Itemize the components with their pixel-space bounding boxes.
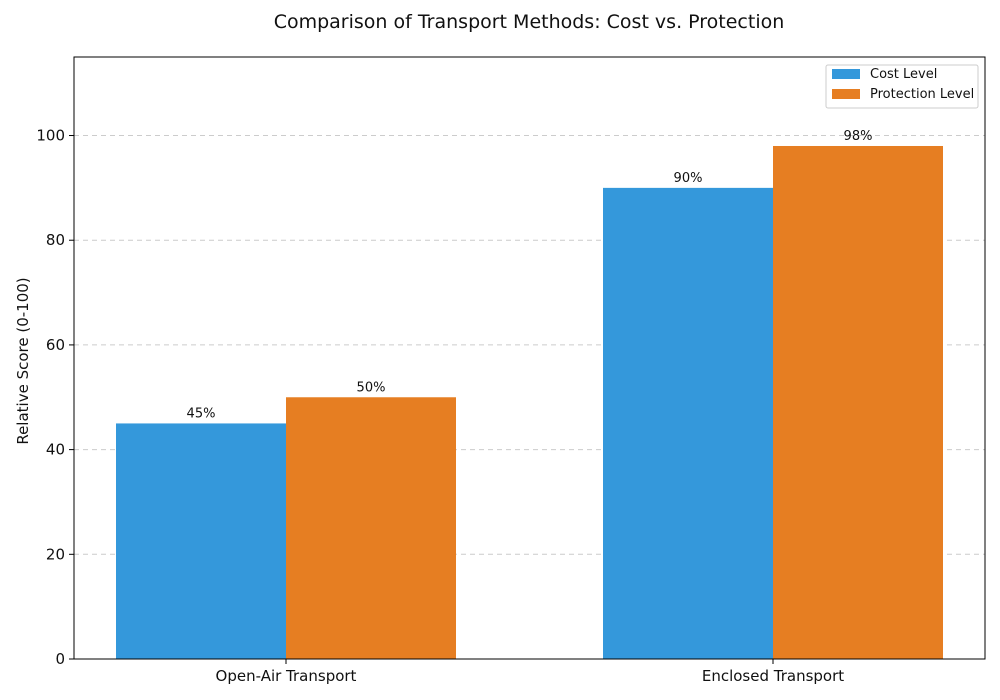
chart-title: Comparison of Transport Methods: Cost vs… [274, 11, 785, 33]
y-tick-label: 0 [55, 650, 65, 668]
x-tick-label: Open-Air Transport [216, 667, 357, 685]
bars [116, 145, 943, 659]
x-tick-label: Enclosed Transport [702, 667, 844, 685]
bar [286, 397, 456, 659]
bar [116, 423, 286, 659]
data-labels: 45% 90% 50% 98% [187, 129, 873, 421]
bar-data-label: 98% [844, 129, 873, 144]
y-tick-label: 40 [46, 441, 65, 459]
axes: 0 20 40 60 80 100 Open-Air Transport Enclosed T… [36, 127, 844, 685]
legend-box [825, 64, 979, 109]
bar-data-label: 50% [357, 380, 386, 395]
legend-label: Protection Level [870, 87, 974, 102]
y-tick-label: 100 [36, 127, 65, 145]
plot-frame [73, 56, 986, 660]
bar-data-label: 45% [187, 406, 216, 421]
bar-data-label: 90% [674, 171, 703, 186]
legend-label: Cost Level [870, 67, 937, 82]
y-tick-label: 80 [46, 231, 65, 249]
legend-swatch [832, 69, 860, 79]
bar [603, 187, 773, 659]
bar [773, 145, 943, 659]
y-axis-label: Relative Score (0-100) [14, 277, 32, 444]
y-tick-label: 20 [46, 545, 65, 563]
legend: Cost Level Protection Level [825, 64, 979, 109]
y-tick-label: 60 [46, 336, 65, 354]
legend-swatch [832, 89, 860, 99]
